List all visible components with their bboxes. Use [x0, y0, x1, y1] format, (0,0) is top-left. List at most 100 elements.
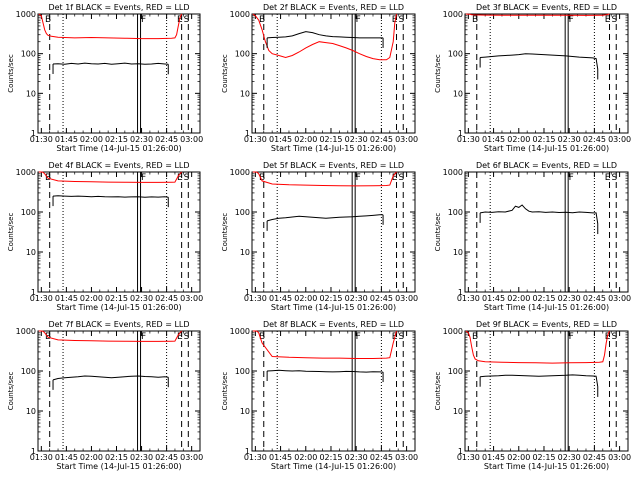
y-axis-label: Counts/sec	[7, 372, 15, 411]
event-marker-label: F	[141, 15, 146, 25]
y-tick-label: 100	[448, 50, 463, 59]
event-marker-label: E	[605, 15, 611, 25]
x-axis-label: Start Time (14-Jul-15 01:26:00)	[484, 144, 609, 153]
y-tick-label: 100	[235, 208, 250, 217]
x-tick-label: 01:45	[55, 453, 78, 462]
y-tick-label: 1	[458, 129, 463, 138]
y-tick-label: 1000	[230, 168, 250, 177]
y-axis-label: Counts/sec	[221, 54, 229, 93]
x-tick-label: 01:45	[55, 135, 78, 144]
y-tick-label: 10	[240, 248, 250, 257]
x-tick-label: 02:45	[155, 135, 178, 144]
plot-frame	[251, 171, 416, 293]
plot-panel-1: Det 1f BLACK = Events, RED = LLD 1 10 100 10…	[7, 3, 203, 153]
x-tick-label: 02:15	[532, 135, 555, 144]
plot-panel-4: Det 4f BLACK = Events, RED = LLD 1 10 100 10…	[7, 161, 203, 312]
plot-frame	[37, 13, 201, 134]
plot-panel-2: Det 2f BLACK = Events, RED = LLD 1 10 100 10…	[221, 3, 418, 153]
series-line-events	[267, 369, 384, 373]
x-axis-label: Start Time (14-Jul-15 01:26:00)	[271, 303, 396, 312]
event-marker-label: E	[392, 15, 398, 25]
y-tick-label: 1	[245, 447, 250, 456]
plot-panel-8: Det 8f BLACK = Events, RED = LLD 1 10 100 10…	[221, 320, 418, 471]
event-marker-label: E	[177, 332, 183, 342]
series-line-lld	[465, 13, 610, 16]
x-tick-label: 02:45	[155, 453, 178, 462]
x-tick-label: 03:00	[395, 135, 418, 144]
x-tick-label: 02:15	[319, 294, 342, 303]
event-marker-label: S	[184, 15, 190, 25]
y-tick-label: 1000	[443, 10, 463, 19]
event-marker-label: B	[259, 332, 265, 342]
x-tick-label: 02:45	[583, 135, 606, 144]
x-tick-label: 02:15	[532, 294, 555, 303]
y-tick-label: 100	[235, 50, 250, 59]
y-tick-label: 1	[31, 288, 36, 297]
event-marker-label: S	[612, 15, 618, 25]
y-tick-label: 1	[458, 288, 463, 297]
plot-title: Det 6f BLACK = Events, RED = LLD	[476, 161, 617, 170]
y-tick-label: 10	[26, 407, 36, 416]
y-tick-label: 1000	[16, 327, 36, 336]
event-marker-label: B	[472, 15, 478, 25]
event-marker-label: F	[356, 332, 361, 342]
y-axis-label: Counts/sec	[7, 213, 15, 252]
y-tick-label: 1000	[16, 168, 36, 177]
x-tick-label: 02:15	[319, 453, 342, 462]
x-tick-label: 02:45	[583, 294, 606, 303]
y-tick-label: 1	[458, 447, 463, 456]
plot-panel-5: Det 5f BLACK = Events, RED = LLD 1 10 100 10…	[221, 161, 418, 312]
y-axis-label: Counts/sec	[434, 54, 442, 93]
plot-title: Det 8f BLACK = Events, RED = LLD	[263, 320, 404, 329]
x-tick-label: 01:30	[457, 294, 480, 303]
x-tick-label: 02:00	[80, 294, 103, 303]
x-axis-label: Start Time (14-Jul-15 01:26:00)	[56, 144, 181, 153]
x-tick-label: 01:45	[482, 453, 505, 462]
plot-title: Det 2f BLACK = Events, RED = LLD	[263, 3, 404, 12]
plot-panel-7: Det 7f BLACK = Events, RED = LLD 1 10 100 10…	[7, 320, 203, 471]
x-tick-label: 01:30	[244, 294, 267, 303]
plot-panel-3: Det 3f BLACK = Events, RED = LLD 1 10 100 10…	[434, 3, 631, 153]
x-tick-label: 02:15	[105, 135, 128, 144]
plot-frame	[251, 13, 416, 134]
event-marker-label: F	[141, 173, 146, 183]
x-tick-label: 03:00	[395, 294, 418, 303]
x-axis-label: Start Time (14-Jul-15 01:26:00)	[56, 303, 181, 312]
y-axis-label: Counts/sec	[221, 213, 229, 252]
x-axis-label: Start Time (14-Jul-15 01:26:00)	[271, 144, 396, 153]
series-line-events	[52, 195, 169, 198]
event-marker-label: F	[569, 332, 574, 342]
y-tick-label: 10	[453, 89, 463, 98]
y-axis-label: Counts/sec	[434, 213, 442, 252]
series-line-events	[480, 374, 599, 387]
x-tick-label: 01:30	[457, 453, 480, 462]
series-line-lld	[38, 13, 183, 40]
x-tick-label: 02:00	[80, 135, 103, 144]
event-marker-label: F	[569, 173, 574, 183]
plot-frame	[464, 171, 629, 293]
plot-frame	[464, 13, 629, 134]
y-axis-label: Counts/sec	[221, 372, 229, 411]
y-tick-label: 10	[26, 248, 36, 257]
x-tick-label: 01:45	[482, 294, 505, 303]
event-marker-label: B	[45, 15, 51, 25]
x-tick-label: 02:30	[345, 135, 368, 144]
y-tick-label: 10	[453, 407, 463, 416]
x-tick-label: 01:45	[269, 294, 292, 303]
plot-title: Det 7f BLACK = Events, RED = LLD	[48, 320, 189, 329]
x-tick-label: 02:45	[583, 453, 606, 462]
series-line-lld	[38, 171, 182, 183]
event-marker-label: B	[259, 15, 265, 25]
x-tick-label: 01:45	[269, 135, 292, 144]
series-line-lld	[465, 330, 610, 364]
x-tick-label: 02:00	[507, 453, 530, 462]
event-marker-label: F	[141, 332, 146, 342]
plot-frame	[251, 330, 416, 452]
x-tick-label: 03:00	[180, 453, 203, 462]
plot-title: Det 3f BLACK = Events, RED = LLD	[476, 3, 617, 12]
series-line-lld	[252, 330, 397, 359]
x-tick-label: 02:00	[294, 453, 317, 462]
x-tick-label: 02:45	[155, 294, 178, 303]
x-axis-label: Start Time (14-Jul-15 01:26:00)	[484, 303, 609, 312]
